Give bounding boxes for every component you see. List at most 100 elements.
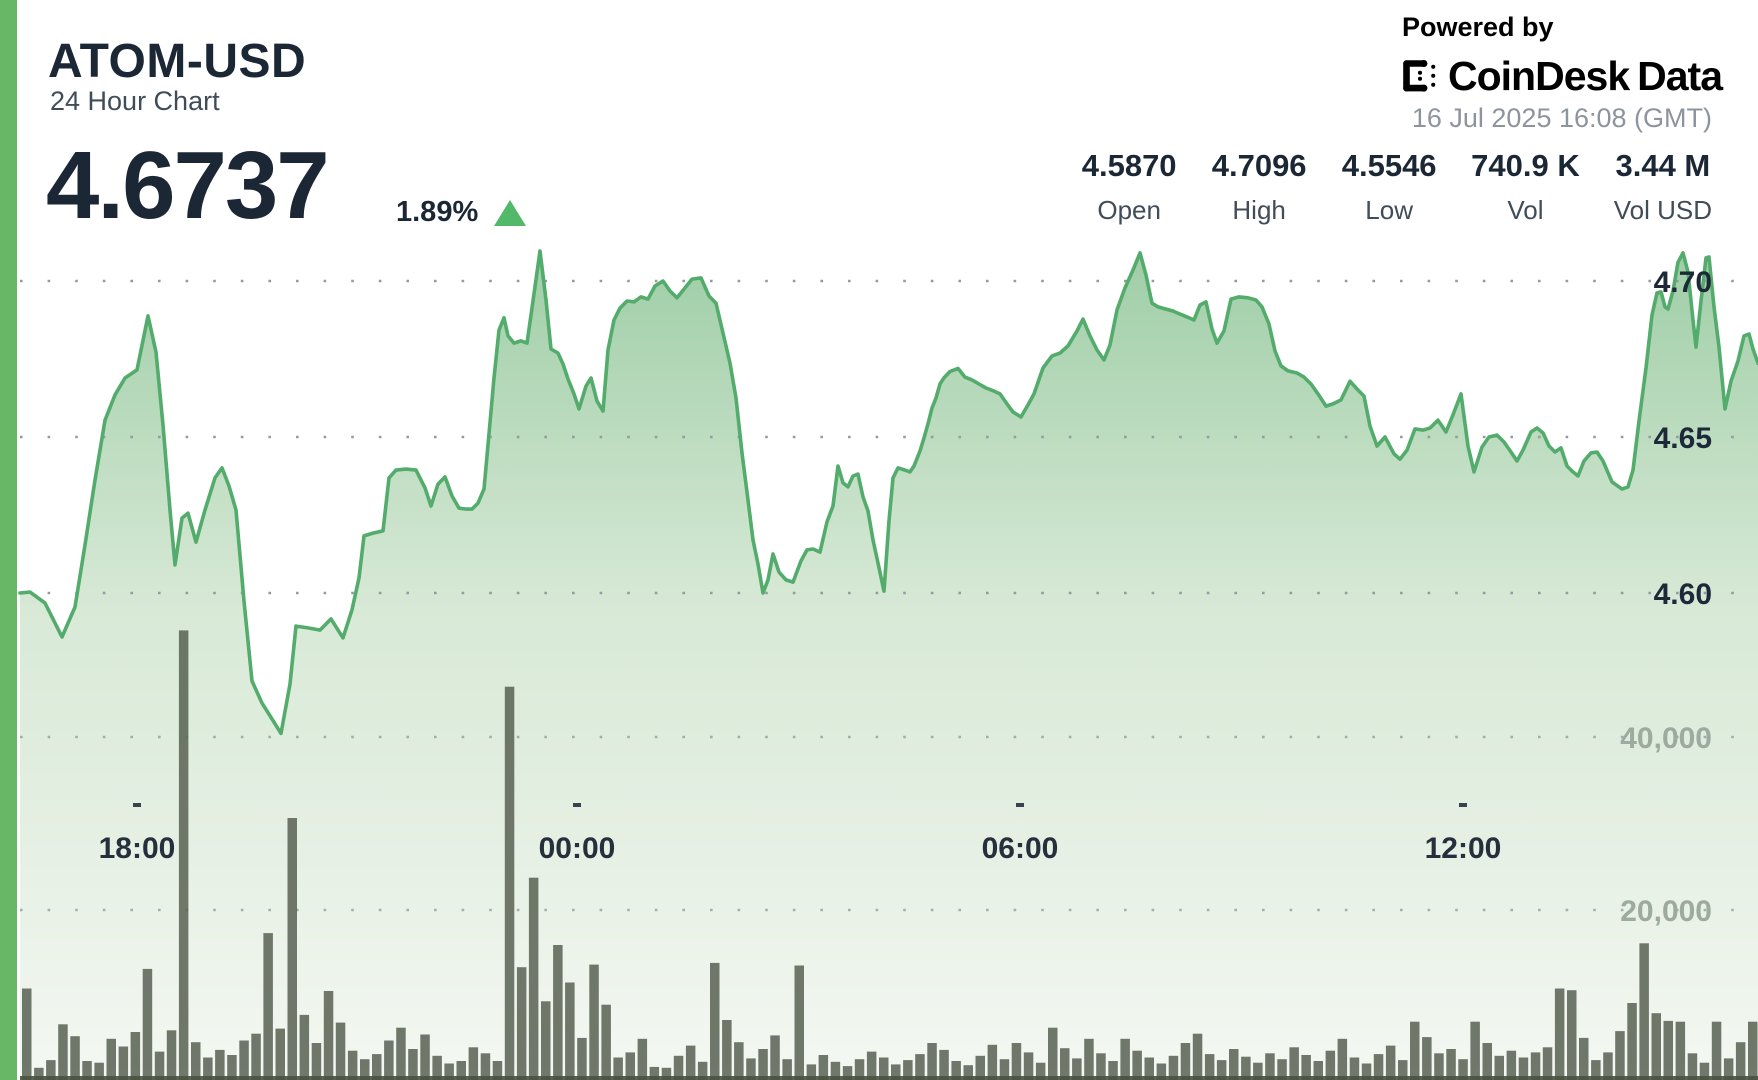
volume-bar (589, 964, 599, 1080)
time-tick-label: 06:00 (982, 832, 1059, 865)
volume-bar (1385, 1045, 1396, 1080)
volume-bar (94, 1062, 104, 1080)
time-tick-label: 18:00 (99, 832, 176, 865)
branding-block: Powered by CoinDesk Data (1402, 12, 1723, 100)
volume-bar (360, 1059, 370, 1080)
volume-bar (420, 1034, 430, 1080)
volume-bar (1567, 990, 1577, 1080)
volume-bar (1035, 1062, 1046, 1080)
volume-bar (70, 1036, 80, 1080)
volume-bar (34, 1067, 44, 1080)
volume-bar (1687, 1053, 1698, 1080)
stat-vol-value: 740.9 K (1471, 148, 1580, 183)
volume-bar (1337, 1038, 1348, 1080)
volume-bar (1748, 1021, 1758, 1080)
volume-bar (323, 991, 334, 1080)
volume-bar (142, 968, 153, 1080)
volume-bar (1591, 1060, 1601, 1080)
volume-bar (541, 1001, 551, 1080)
volume-bar (1446, 1049, 1456, 1080)
volume-bar (58, 1024, 68, 1080)
volume-bar (975, 1055, 985, 1080)
time-tick-mark (573, 803, 581, 807)
volume-bar (118, 1046, 129, 1080)
volume-bar (710, 962, 720, 1080)
volume-bar (335, 1022, 346, 1080)
volume-bar (1144, 1057, 1154, 1080)
volume-bar (758, 1049, 768, 1080)
volume-bar (1554, 988, 1565, 1080)
volume-bar (1325, 1050, 1336, 1080)
volume-bar (1518, 1057, 1529, 1080)
volume-bar (1132, 1050, 1142, 1080)
time-tick-mark (1016, 803, 1024, 807)
volume-bar (601, 1004, 611, 1080)
volume-bar (1265, 1053, 1275, 1080)
volume-bar (408, 1049, 418, 1080)
volume-bar (649, 1066, 660, 1080)
stat-open-value: 4.5870 (1081, 148, 1177, 183)
time-tick-mark (1459, 803, 1467, 807)
volume-bar (613, 1057, 623, 1080)
volume-bar (891, 1064, 901, 1080)
volume-bar (528, 877, 539, 1080)
volume-bar (1603, 1052, 1613, 1080)
chart-subtitle: 24 Hour Chart (50, 86, 220, 116)
price-change: 1.89% (396, 196, 527, 229)
logo-word-data: Data (1637, 53, 1723, 99)
volume-bar (1470, 1021, 1480, 1080)
stat-low: 4.5546 Low (1341, 148, 1437, 226)
volume-bar (311, 1043, 322, 1080)
coindesk-logo[interactable]: CoinDesk Data (1402, 53, 1723, 100)
volume-bar (1216, 1060, 1227, 1080)
volume-bar (1398, 1060, 1408, 1080)
accent-bar (0, 0, 17, 1080)
volume-bar (1530, 1052, 1541, 1080)
volume-bar (432, 1055, 442, 1080)
volume-bar (854, 1059, 865, 1080)
volume-bar (299, 1014, 310, 1080)
volume-bar (1168, 1055, 1179, 1080)
volume-bar (251, 1033, 261, 1080)
volume-bar (275, 1028, 285, 1080)
volume-bar (1277, 1059, 1287, 1080)
volume-bar (456, 1061, 466, 1080)
volume-bar (1349, 1057, 1360, 1080)
time-tick-label: 00:00 (539, 832, 616, 865)
volume-bar (1120, 1038, 1130, 1080)
volume-bar (1048, 1027, 1058, 1080)
volume-bar (191, 1042, 201, 1080)
volume-bar (1301, 1055, 1311, 1080)
volume-bar (951, 1061, 961, 1080)
volume-bar (1229, 1049, 1239, 1080)
volume-bar (577, 1037, 587, 1080)
volume-bar (106, 1038, 116, 1080)
volume-bar (1615, 1031, 1625, 1080)
volume-bar (1422, 1037, 1432, 1080)
volume-bar (637, 1038, 648, 1080)
volume-bar (22, 988, 32, 1080)
volume-bar (1023, 1052, 1034, 1080)
price-tick-label: 4.60 (1654, 578, 1712, 611)
volume-bar (203, 1057, 213, 1080)
volume-bar (1096, 1053, 1106, 1080)
volume-bar (1156, 1063, 1167, 1080)
stat-high: 4.7096 High (1211, 148, 1307, 226)
stat-open: 4.5870 Open (1081, 148, 1177, 226)
stat-vol: 740.9 K Vol (1471, 148, 1580, 226)
volume-bar (794, 965, 804, 1080)
logo-word-coindesk: CoinDesk (1448, 53, 1630, 99)
volume-bar (372, 1054, 382, 1080)
volume-bar (842, 1066, 853, 1080)
volume-bar (1627, 1003, 1637, 1080)
volume-bar (516, 967, 527, 1080)
volume-bar (1542, 1047, 1553, 1080)
volume-bar (1699, 1062, 1710, 1080)
volume-bar (82, 1061, 92, 1080)
volume-bar (1253, 1062, 1263, 1080)
volume-bar (1072, 1058, 1082, 1080)
volume-bar (1361, 1063, 1372, 1080)
volume-bar (492, 1061, 503, 1080)
coindesk-logo-icon (1403, 59, 1436, 92)
